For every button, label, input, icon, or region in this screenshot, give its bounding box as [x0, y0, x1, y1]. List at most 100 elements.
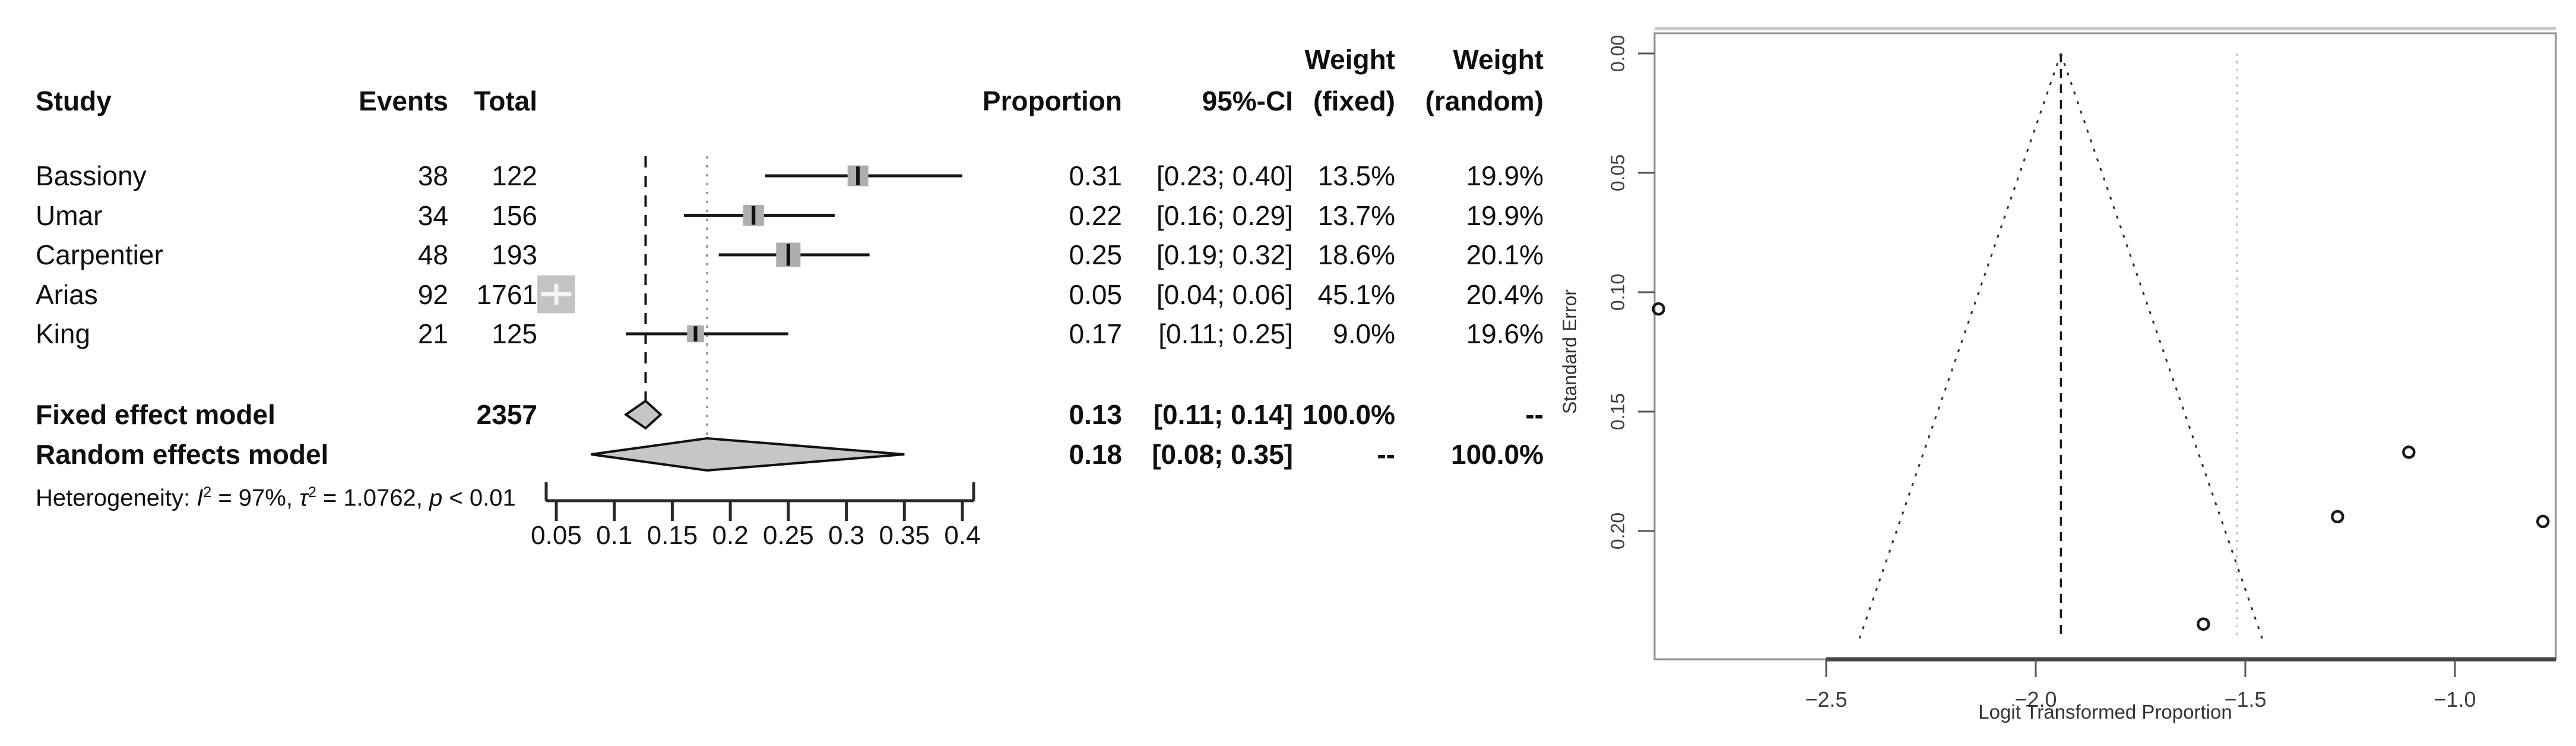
p-symbol: p [429, 485, 443, 511]
funnel-y-tick-label: 0.10 [1607, 274, 1628, 311]
ci-cell: [0.16; 0.29] [1156, 200, 1293, 231]
forest-axis-tick-label: 0.4 [944, 521, 980, 550]
weight-fixed-cell: 13.7% [1317, 200, 1395, 231]
proportion-cell: 0.05 [1069, 279, 1122, 310]
study-name-cell: Carpentier [36, 239, 163, 270]
i-squared-value: = 97%, [211, 485, 300, 511]
weight-fixed-cell: 45.1% [1317, 279, 1395, 310]
summary-weight-random-cell: -- [1525, 399, 1544, 430]
column-header-weight-random-top: Weight [1453, 44, 1544, 75]
events-cell: 48 [417, 239, 448, 270]
column-header-study: Study [36, 86, 112, 116]
proportion-cell: 0.17 [1069, 318, 1122, 349]
i-squared-exponent: 2 [203, 485, 212, 501]
weight-fixed-cell: 13.5% [1317, 160, 1395, 191]
forest-axis-tick-label: 0.05 [531, 521, 582, 550]
y-axis-title: Standard Error [1559, 289, 1580, 414]
summary-weight-fixed-cell: 100.0% [1302, 399, 1395, 430]
study-name-cell: King [36, 318, 91, 349]
fixed-effect-diamond [623, 399, 663, 430]
summary-weight-fixed-cell: -- [1377, 439, 1395, 470]
weight-random-cell: 19.9% [1466, 200, 1544, 231]
column-header-weight-random-bottom: (random) [1425, 86, 1544, 116]
summary-ci-cell: [0.08; 0.35] [1152, 439, 1293, 470]
funnel-point [2402, 445, 2416, 459]
column-header-ci: 95%-CI [1202, 86, 1293, 116]
proportion-cell: 0.22 [1069, 200, 1122, 231]
i-squared-symbol: I [197, 485, 204, 511]
heterogeneity-prefix: Heterogeneity: [36, 485, 197, 511]
summary-ci-cell: [0.11; 0.14] [1153, 399, 1293, 430]
forest-axis-tick-label: 0.15 [647, 521, 698, 550]
tau-squared-symbol: τ [299, 485, 309, 511]
funnel-x-tick-label: −1.5 [2224, 687, 2266, 712]
column-header-total: Total [474, 86, 537, 116]
study-name-cell: Arias [36, 279, 98, 310]
marker-estimate-tick [752, 206, 756, 225]
column-header-events: Events [359, 86, 448, 116]
p-value: < 0.01 [442, 485, 516, 511]
total-cell: 1761 [476, 279, 537, 310]
summary-weight-random-cell: 100.0% [1450, 439, 1544, 470]
tau-squared-exponent: 2 [308, 485, 316, 501]
summary-proportion-cell: 0.18 [1069, 439, 1122, 470]
ci-cell: [0.11; 0.25] [1158, 318, 1293, 349]
weight-fixed-cell: 9.0% [1333, 318, 1395, 349]
forest-axis-tick-label: 0.25 [763, 521, 814, 550]
summary-proportion-cell: 0.13 [1069, 399, 1122, 430]
random-effects-diamond [591, 437, 905, 472]
marker-estimate-tick [856, 166, 860, 185]
marker-estimate-tick [786, 244, 790, 266]
events-cell: 21 [417, 318, 448, 349]
summary-label-cell: Random effects model [36, 439, 329, 470]
heterogeneity-note: Heterogeneity: I2 = 97%, τ2 = 1.0762, p … [36, 479, 516, 512]
ci-cell: [0.19; 0.32] [1156, 239, 1293, 270]
proportion-cell: 0.25 [1069, 239, 1122, 270]
funnel-y-tick-label: 0.05 [1607, 154, 1628, 191]
column-header-weight-fixed-bottom: (fixed) [1313, 86, 1395, 116]
funnel-x-tick-label: −1.0 [2434, 687, 2476, 712]
column-header-weight-fixed-top: Weight [1304, 44, 1395, 75]
proportion-cell: 0.31 [1069, 160, 1122, 191]
summary-total-cell: 2357 [476, 399, 537, 430]
forest-axis-tick-label: 0.2 [712, 521, 749, 550]
funnel-boundary-line-right [2059, 53, 2263, 639]
column-header-proportion: Proportion [982, 86, 1122, 116]
total-cell: 156 [492, 200, 537, 231]
weight-fixed-cell: 18.6% [1317, 239, 1395, 270]
funnel-x-tick-label: −2.0 [2014, 687, 2057, 712]
events-cell: 34 [417, 200, 448, 231]
weight-random-cell: 19.9% [1466, 160, 1544, 191]
weight-random-cell: 20.4% [1466, 279, 1544, 310]
funnel-y-tick-label: 0.20 [1607, 513, 1628, 549]
funnel-y-tick-label: 0.00 [1607, 35, 1628, 72]
funnel-boundary-line-left [1858, 53, 2062, 639]
forest-axis-tick-label: 0.1 [596, 521, 632, 550]
funnel-point [1652, 302, 1665, 316]
forest-axis-tick-label: 0.35 [879, 521, 930, 550]
summary-label-cell: Fixed effect model [36, 399, 275, 430]
funnel-point [2197, 617, 2210, 631]
total-cell: 125 [492, 318, 537, 349]
funnel-point [2536, 514, 2550, 529]
funnel-x-tick-label: −2.5 [1805, 687, 1847, 712]
events-cell: 92 [417, 279, 448, 310]
funnel-y-tick-label: 0.15 [1607, 393, 1628, 430]
marker-estimate-tick [541, 292, 572, 296]
study-name-cell: Umar [36, 200, 103, 231]
funnel-plot-box [1653, 32, 2557, 660]
weight-random-cell: 19.6% [1466, 318, 1544, 349]
tau-squared-value: = 1.0762, [316, 485, 429, 511]
funnel-point [2331, 510, 2344, 524]
total-cell: 122 [492, 160, 537, 191]
ci-cell: [0.23; 0.40] [1156, 160, 1293, 191]
weight-random-cell: 20.1% [1466, 239, 1544, 270]
forest-axis-tick-label: 0.3 [828, 521, 864, 550]
study-name-cell: Bassiony [36, 160, 147, 191]
x-axis-title: Logit Transformed Proportion [1978, 701, 2232, 723]
marker-estimate-tick [693, 326, 698, 342]
events-cell: 38 [417, 160, 448, 191]
total-cell: 193 [492, 239, 537, 270]
